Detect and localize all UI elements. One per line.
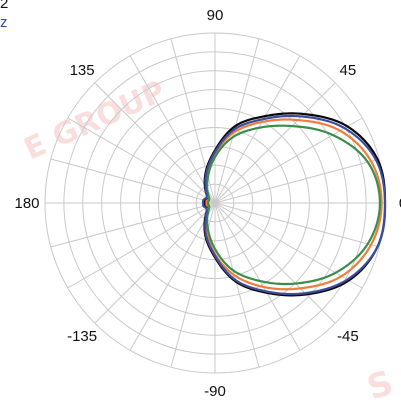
angle-tick-label: 90 [207, 7, 224, 24]
grid-spoke [214, 202, 336, 324]
grid-spoke [94, 202, 216, 324]
angle-tick-label: 45 [340, 62, 357, 79]
grid-spoke [214, 202, 301, 351]
grid-spoke [214, 202, 260, 368]
grid-spoke [214, 202, 363, 289]
grid-spoke [214, 82, 336, 204]
legend: 2 z [0, 0, 8, 31]
grid-spoke [67, 202, 216, 289]
watermark-text: S [362, 363, 398, 404]
series-lines [201, 112, 387, 297]
angle-tick-label: -45 [337, 328, 359, 345]
grid-spoke [214, 38, 260, 204]
angle-tick-label: -90 [204, 383, 226, 400]
series-line-4 [201, 114, 387, 296]
grid-spoke [214, 117, 363, 204]
legend-entry-text: 2 [0, 0, 8, 12]
watermark-text: E GROUP [19, 74, 171, 167]
series-line-2 [205, 118, 383, 291]
legend-entry-text: z [0, 14, 8, 31]
grid-spoke [50, 158, 216, 204]
grid-spoke [214, 55, 301, 204]
grid-spoke [129, 202, 216, 351]
polar-grid [44, 32, 386, 374]
grid-spoke [214, 158, 380, 204]
grid-spoke [50, 202, 216, 248]
grid-spoke [214, 202, 380, 248]
grid-spoke [129, 55, 216, 204]
grid-spoke [94, 82, 216, 204]
angle-tick-labels: 90 45 135 180 0 -45 -135 -90 [14, 7, 401, 400]
angle-tick-label: -135 [67, 328, 97, 345]
angle-tick-label: 180 [14, 195, 39, 212]
series-line-3 [206, 124, 381, 286]
angle-tick-label: 0 [399, 195, 401, 212]
grid-spoke [67, 117, 216, 204]
angle-tick-label: 135 [70, 62, 95, 79]
